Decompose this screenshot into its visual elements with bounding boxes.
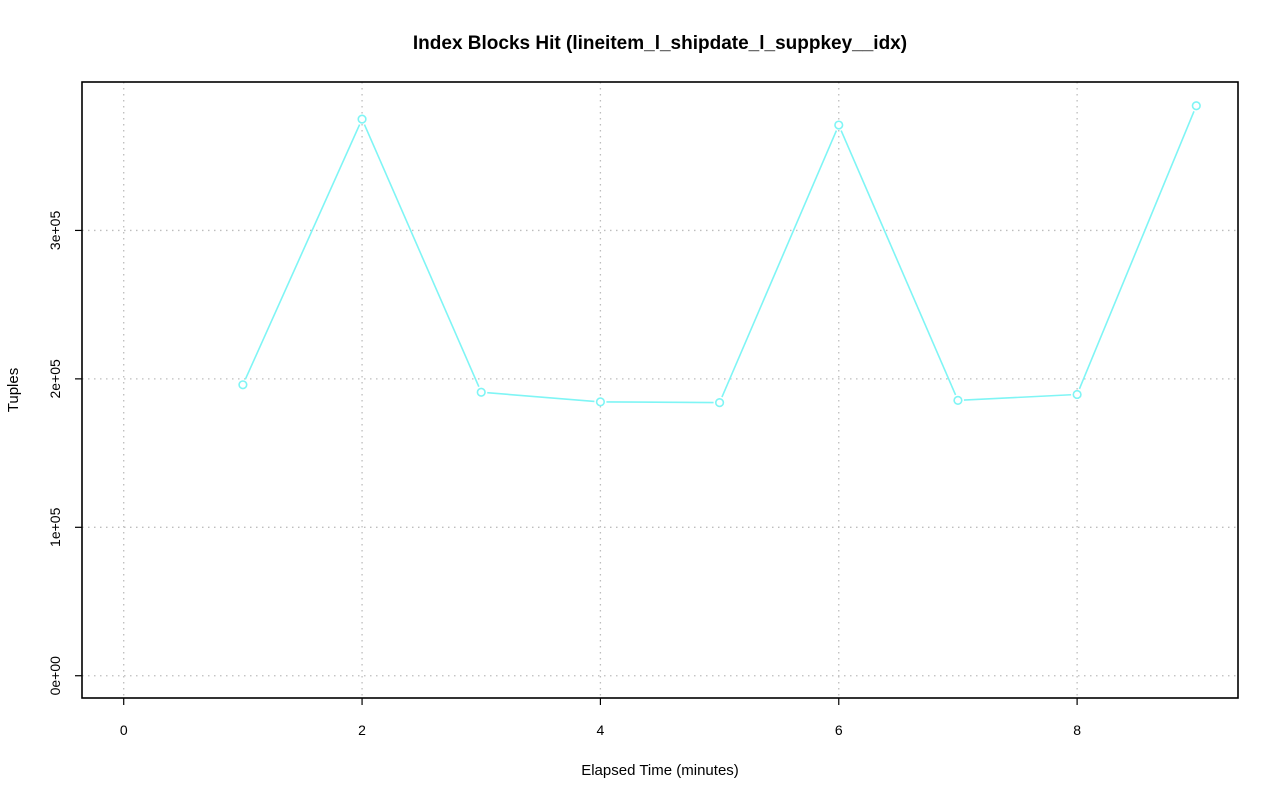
- x-tick-label: 6: [835, 722, 843, 738]
- data-point: [714, 398, 725, 408]
- grid: [82, 82, 1238, 698]
- plot-frame: [81, 81, 1239, 699]
- series-line-segment: [363, 124, 480, 388]
- x-axis-label: Elapsed Time (minutes): [581, 762, 739, 779]
- y-axis: 0e+00 1e+05 2e+05 3e+05: [47, 211, 82, 696]
- chart-title: Index Blocks Hit (lineitem_l_shipdate_l_…: [413, 33, 907, 54]
- y-tick-label: 1e+05: [47, 507, 63, 547]
- y-tick-label: 0e+00: [47, 656, 63, 696]
- series-line-segment: [606, 401, 714, 404]
- x-tick-label: 8: [1073, 722, 1081, 738]
- data-point: [476, 387, 486, 397]
- series-line-segment: [721, 130, 838, 398]
- data-point: [595, 397, 606, 407]
- y-axis-label: Tuples: [5, 368, 22, 412]
- series-line-segment: [244, 124, 361, 380]
- series-line-segment: [487, 391, 595, 403]
- series-line-segment: [1078, 110, 1195, 390]
- x-tick-label: 2: [358, 722, 366, 738]
- x-tick-label: 4: [597, 722, 605, 738]
- data-point: [1191, 101, 1201, 111]
- y-tick-label: 3e+05: [47, 211, 63, 251]
- data-point: [953, 395, 963, 405]
- data-point: [1072, 389, 1082, 400]
- series-line-segment: [840, 130, 957, 396]
- x-tick-label: 0: [120, 722, 128, 738]
- x-axis: 0 2 4 6 8: [120, 698, 1081, 738]
- series-line-segment: [963, 393, 1072, 401]
- data-point: [834, 120, 844, 130]
- series-layer: [238, 101, 1201, 408]
- y-tick-label: 2e+05: [47, 359, 63, 399]
- data-point: [357, 114, 367, 124]
- data-point: [238, 380, 248, 390]
